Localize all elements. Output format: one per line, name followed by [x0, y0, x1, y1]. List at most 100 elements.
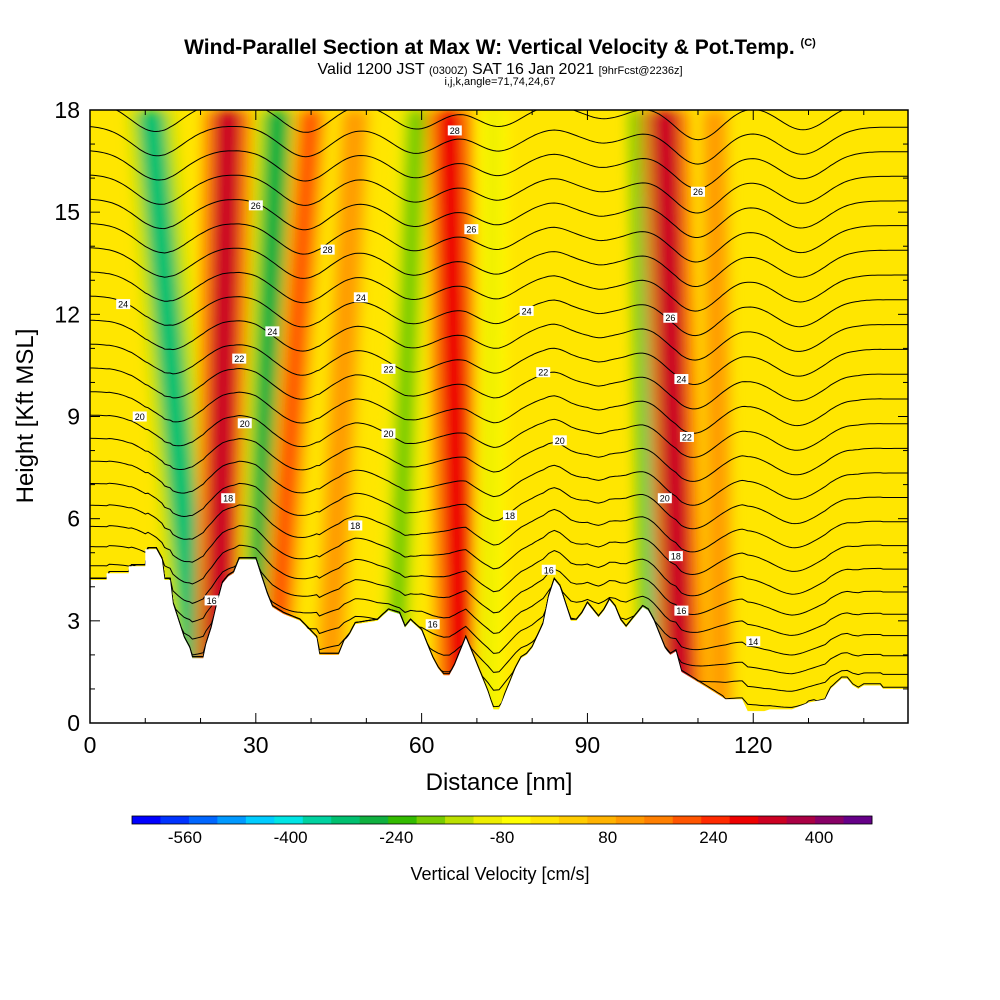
svg-text:20: 20: [660, 494, 670, 504]
svg-text:24: 24: [522, 306, 532, 316]
colorbar-frame: [131, 815, 873, 825]
copyright-mark: (C): [800, 37, 816, 49]
isentrope: [90, 414, 908, 458]
colorbar-swatch: [331, 816, 361, 824]
isentrope: [90, 525, 908, 576]
valid-time: Valid 1200 JST: [317, 61, 425, 78]
isentrope-label: 20: [132, 411, 147, 422]
isentrope: [90, 343, 908, 386]
isentrope-label: 22: [679, 431, 694, 442]
svg-text:22: 22: [538, 368, 548, 378]
svg-text:20: 20: [135, 412, 145, 422]
colorbar-swatch: [701, 816, 731, 824]
isentrope: [90, 460, 908, 506]
svg-text:28: 28: [450, 126, 460, 136]
isentrope: [90, 504, 908, 553]
colorbar-tick-label: 400: [805, 828, 833, 847]
isentrope-label: 20: [657, 493, 672, 504]
colorbar-tick-label: -80: [490, 828, 515, 847]
x-axis: 0 30 60 90 120: [84, 110, 865, 758]
x-tick-label: 30: [243, 732, 269, 758]
svg-text:18: 18: [505, 511, 515, 521]
isentrope: [90, 126, 908, 165]
svg-text:18: 18: [223, 494, 233, 504]
velocity-band: [204, 110, 242, 723]
svg-text:24: 24: [356, 293, 366, 303]
isentrope-label: 22: [381, 363, 396, 374]
colorbar-swatch: [473, 816, 503, 824]
isentrope-label: 18: [221, 493, 236, 504]
colorbar-swatch: [359, 816, 389, 824]
colorbar-swatch: [615, 816, 645, 824]
isentrope: [90, 247, 908, 288]
colorbar-swatch: [388, 816, 418, 824]
isentrope: [90, 482, 908, 530]
isentrope-label: 14: [746, 636, 761, 647]
valid-utc: (0300Z): [428, 65, 468, 77]
isentrope: [90, 295, 908, 337]
colorbar-swatch: [672, 816, 702, 824]
colorbar-swatch: [245, 816, 275, 824]
isentrope: [90, 150, 908, 190]
isentrope-label: 24: [353, 292, 368, 303]
svg-text:18: 18: [671, 552, 681, 562]
isentrope-label: 16: [204, 595, 219, 606]
colorbar-swatch: [644, 816, 674, 824]
colorbar-swatch: [445, 816, 474, 824]
y-tick-label: 18: [54, 97, 80, 123]
y-tick-label: 3: [67, 608, 80, 634]
isentrope-label: 16: [674, 605, 689, 616]
isentrope-label: 18: [348, 520, 363, 531]
chart-title: Wind-Parallel Section at Max W: Vertical…: [0, 36, 1000, 60]
isentrope-label: 16: [541, 564, 556, 575]
colorbar-swatch: [302, 816, 332, 824]
colorbar-tick-label: -400: [274, 828, 308, 847]
isentrope-labels: 28 26 26 26 28 24 24 24 26 24 22 22 22 24 20 20 20 20 22 18…: [116, 125, 761, 647]
section-indices: i,j,k,angle=71,74,24,67: [444, 76, 556, 88]
svg-text:22: 22: [682, 432, 692, 442]
isentrope: [90, 547, 908, 636]
colorbar-swatch: [188, 816, 218, 824]
y-tick-label: 9: [67, 404, 80, 430]
colorbar: -560 -400 -240 -80 80 240 400: [131, 815, 873, 847]
colorbar-swatch: [843, 816, 873, 824]
svg-text:22: 22: [383, 364, 393, 374]
chart-subtitle: Valid 1200 JST (0300Z) SAT 16 Jan 2021 […: [0, 61, 1000, 79]
y-tick-label: 6: [67, 506, 80, 532]
isentrope: [90, 198, 908, 238]
isentrope-label: 24: [519, 305, 534, 316]
plot-area: 28 26 26 26 28 24 24 24 26 24 22 22 22 24 20 20 20 20 22 18…: [90, 110, 908, 723]
svg-text:26: 26: [251, 201, 261, 211]
isentrope-label: 20: [237, 418, 252, 429]
svg-text:18: 18: [350, 521, 360, 531]
svg-text:24: 24: [118, 300, 128, 310]
velocity-band: [384, 110, 426, 723]
colorbar-tick-label: 80: [598, 828, 617, 847]
y-axis-label: Height [Kft MSL]: [12, 329, 39, 504]
title-main: Wind-Parallel Section at Max W: Vertical…: [184, 36, 795, 59]
y-tick-label: 0: [67, 710, 80, 736]
svg-text:14: 14: [748, 637, 758, 647]
velocity-band: [707, 110, 728, 723]
isentrope: [90, 174, 908, 214]
velocity-band: [319, 110, 364, 723]
isentrope-label: 16: [425, 619, 440, 630]
velocity-band: [436, 110, 473, 723]
valid-date: SAT 16 Jan 2021: [471, 61, 595, 78]
isentrope: [115, 110, 844, 141]
x-tick-label: 0: [84, 732, 97, 758]
svg-text:20: 20: [383, 429, 393, 439]
isentrope-label: 20: [381, 428, 396, 439]
colorbar-label: Vertical Velocity [cm/s]: [410, 864, 589, 884]
isentrope-label: 26: [248, 200, 263, 211]
y-tick-label: 12: [54, 301, 80, 327]
isentrope-label: 26: [464, 224, 479, 235]
svg-text:26: 26: [693, 187, 703, 197]
colorbar-swatch: [530, 816, 560, 824]
isentrope: [90, 437, 908, 482]
isentrope: [90, 391, 908, 434]
svg-text:22: 22: [234, 354, 244, 364]
isentrope-label: 18: [503, 510, 518, 521]
